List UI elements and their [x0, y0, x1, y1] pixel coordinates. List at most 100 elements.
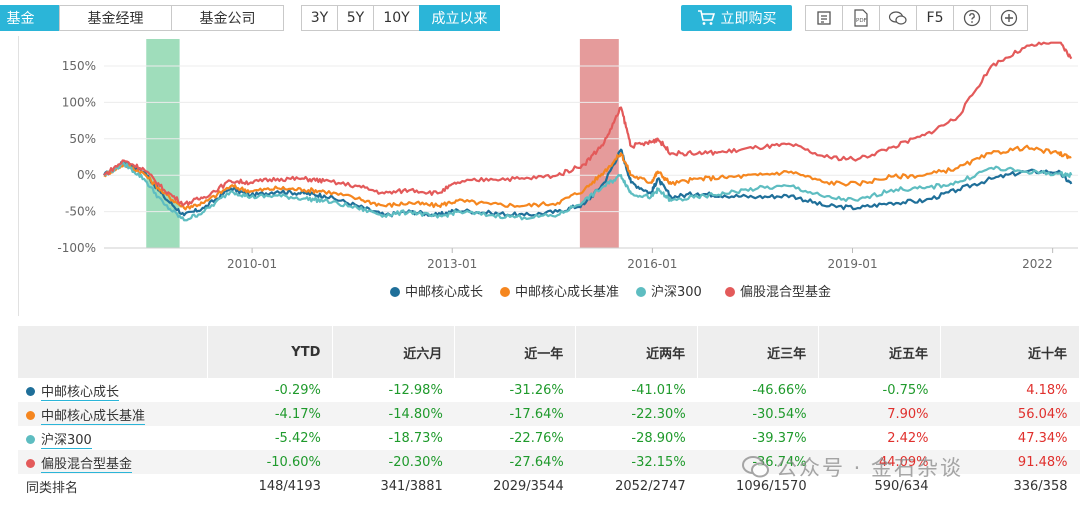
tab-group: 基金 基金经理 基金公司: [0, 5, 284, 31]
range-button-3[interactable]: 成立以来: [419, 5, 500, 31]
legend-marker-1: [500, 287, 510, 297]
return-cell: -17.64%: [454, 402, 576, 426]
y-tick-label-3: 50%: [69, 132, 96, 146]
tab-fund-manager[interactable]: 基金经理: [59, 5, 172, 31]
row-label-cell: 沪深300: [18, 426, 208, 450]
performance-table: YTD 近六月 近一年 近两年 近三年 近五年 近十年 中邮核心成长 -0.29% -12.98…: [18, 326, 1080, 498]
series-dot-icon: [26, 410, 35, 420]
return-cell: -0.75%: [882, 382, 929, 398]
highlight-band-0: [146, 39, 180, 248]
legend-marker-2: [636, 287, 646, 297]
rank-cell: 590/634: [874, 478, 929, 494]
series-line-1: [103, 144, 1072, 211]
range-button-0[interactable]: 3Y: [301, 5, 338, 31]
return-cell: 4.18%: [1026, 382, 1068, 398]
x-tick-label-0: 2010-01: [227, 257, 277, 271]
refresh-f5-button[interactable]: F5: [916, 5, 954, 31]
column-header-0: [18, 326, 209, 378]
x-tick-label-1: 2013-01: [427, 257, 477, 271]
wechat-icon[interactable]: [879, 5, 917, 31]
row-label-cell: 中邮核心成长: [18, 378, 208, 402]
return-cell: -22.30%: [575, 402, 698, 426]
x-tick-label-3: 2019-01: [827, 257, 877, 271]
x-tick-label-4: 2022: [1022, 257, 1053, 271]
chart-frame: [18, 36, 1080, 316]
return-cell: -0.29%: [274, 382, 321, 398]
column-header-3: 近一年: [454, 326, 577, 378]
pdf-icon[interactable]: PDF: [842, 5, 880, 31]
rank-cell: 1096/1570: [736, 478, 807, 494]
y-tick-label-2: 0%: [77, 168, 96, 182]
return-cell: -5.42%: [274, 430, 321, 446]
toolbar: 基金 基金经理 基金公司 3Y 5Y 10Y 成立以来 立即购买 PDF F5: [0, 0, 1080, 36]
return-cell: -12.98%: [388, 382, 443, 398]
row-label-cell: 偏股混合型基金: [18, 450, 208, 474]
table-row: 偏股混合型基金 -10.60% -20.30% -27.64% -32.15% -36.7…: [18, 450, 1080, 474]
return-cell: -18.73%: [388, 430, 443, 446]
table-header-row: YTD 近六月 近一年 近两年 近三年 近五年 近十年: [18, 326, 1080, 378]
series-line-3: [103, 41, 1073, 207]
return-cell: 2.42%: [887, 430, 929, 446]
series-link[interactable]: 中邮核心成长基准: [41, 408, 146, 425]
return-cell: -46.66%: [752, 382, 807, 398]
return-cell: -39.37%: [752, 430, 807, 446]
legend-label-3: 偏股混合型基金: [740, 284, 831, 300]
rank-cell: 341/3881: [380, 478, 443, 494]
row-label-cell: 中邮核心成长基准: [18, 402, 208, 426]
series-link[interactable]: 偏股混合型基金: [41, 456, 133, 473]
help-icon[interactable]: [953, 5, 991, 31]
legend-marker-3: [725, 287, 735, 297]
buy-now-button[interactable]: 立即购买: [681, 5, 792, 31]
add-icon[interactable]: [990, 5, 1028, 31]
return-cell: -27.64%: [454, 450, 576, 474]
series-link[interactable]: 沪深300: [41, 432, 92, 449]
x-tick-label-2: 2016-01: [627, 257, 677, 271]
rank-cell: 148/4193: [258, 478, 321, 494]
return-cell: 44.09%: [818, 450, 941, 474]
tool-group: PDF F5: [805, 5, 1028, 31]
y-tick-label-4: 100%: [62, 95, 96, 109]
rank-row-label: 同类排名: [26, 480, 79, 496]
y-tick-label-5: 150%: [62, 59, 96, 73]
column-header-6: 近五年: [818, 326, 942, 378]
range-button-1[interactable]: 5Y: [337, 5, 374, 31]
range-selector: 3Y 5Y 10Y 成立以来: [301, 5, 500, 31]
rank-cell: 2052/2747: [615, 478, 686, 494]
series-dot-icon: [26, 434, 35, 444]
tab-fund[interactable]: 基金: [0, 5, 60, 31]
column-header-5: 近三年: [697, 326, 820, 378]
legend-label-0: 中邮核心成长: [405, 285, 483, 300]
column-header-7: 近十年: [940, 326, 1080, 378]
return-cell: -41.01%: [631, 382, 686, 398]
return-cell: -30.54%: [697, 402, 819, 426]
y-tick-label-1: -50%: [65, 205, 96, 219]
return-cell: -36.74%: [697, 450, 819, 474]
return-cell: 7.90%: [818, 402, 941, 426]
table-row: 沪深300 -5.42% -18.73% -22.76% -28.90% -39.37% 2…: [18, 426, 1080, 450]
legend-label-2: 沪深300: [651, 284, 702, 300]
series-dot-icon: [26, 386, 35, 396]
legend-label-1: 中邮核心成长基准: [515, 285, 619, 300]
return-cell: 56.04%: [940, 402, 1080, 426]
rank-cell: 2029/3544: [493, 478, 564, 494]
series-link[interactable]: 中邮核心成长: [41, 384, 120, 401]
return-cell: -22.76%: [509, 430, 564, 446]
buy-now-label: 立即购买: [720, 11, 777, 27]
rank-cell: 336/358: [1013, 478, 1068, 494]
column-header-2: 近六月: [332, 326, 456, 378]
cart-icon: [697, 10, 715, 25]
highlight-band-1: [579, 39, 619, 248]
y-tick-label-0: -100%: [57, 241, 96, 255]
pdf-icon-text: PDF: [856, 18, 867, 24]
return-cell: 91.48%: [940, 450, 1080, 474]
return-cell: -31.26%: [509, 382, 564, 398]
return-cell: -14.80%: [332, 402, 455, 426]
return-cell: -32.15%: [575, 450, 698, 474]
return-cell: -10.60%: [207, 450, 333, 474]
tab-fund-company[interactable]: 基金公司: [171, 5, 284, 31]
performance-chart: -100% -50% 0% 50% 100% 150% 2010-01 2013-01 2016…: [57, 39, 1078, 300]
range-button-2[interactable]: 10Y: [373, 5, 420, 31]
return-cell: -20.30%: [332, 450, 455, 474]
screenshot-icon[interactable]: [805, 5, 843, 31]
series-line-2: [103, 161, 1073, 222]
